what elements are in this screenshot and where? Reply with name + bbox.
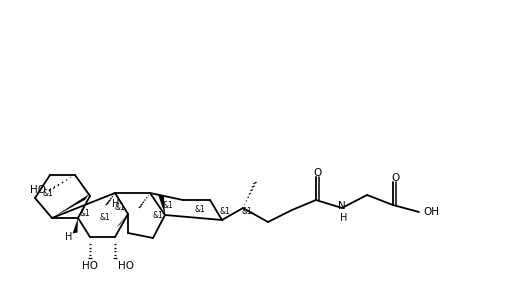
Polygon shape (116, 214, 128, 228)
Text: O: O (391, 173, 399, 183)
Text: O: O (314, 168, 322, 178)
Text: &1: &1 (153, 211, 164, 220)
Text: HO: HO (82, 261, 98, 271)
Text: &1: &1 (115, 202, 126, 211)
Text: HO: HO (118, 261, 134, 271)
Text: H: H (340, 213, 348, 223)
Text: &1: &1 (220, 208, 230, 216)
Text: OH: OH (423, 207, 439, 217)
Polygon shape (72, 218, 78, 234)
Polygon shape (158, 194, 165, 215)
Text: N: N (338, 201, 346, 211)
Text: &1: &1 (242, 208, 252, 216)
Polygon shape (52, 194, 89, 218)
Text: &1: &1 (80, 210, 90, 219)
Text: &1: &1 (195, 205, 205, 213)
Text: &1: &1 (43, 188, 53, 198)
Text: H: H (65, 232, 72, 242)
Text: HO: HO (30, 185, 46, 195)
Text: &1: &1 (100, 213, 110, 222)
Text: &1: &1 (163, 202, 173, 210)
Text: H: H (112, 199, 119, 209)
